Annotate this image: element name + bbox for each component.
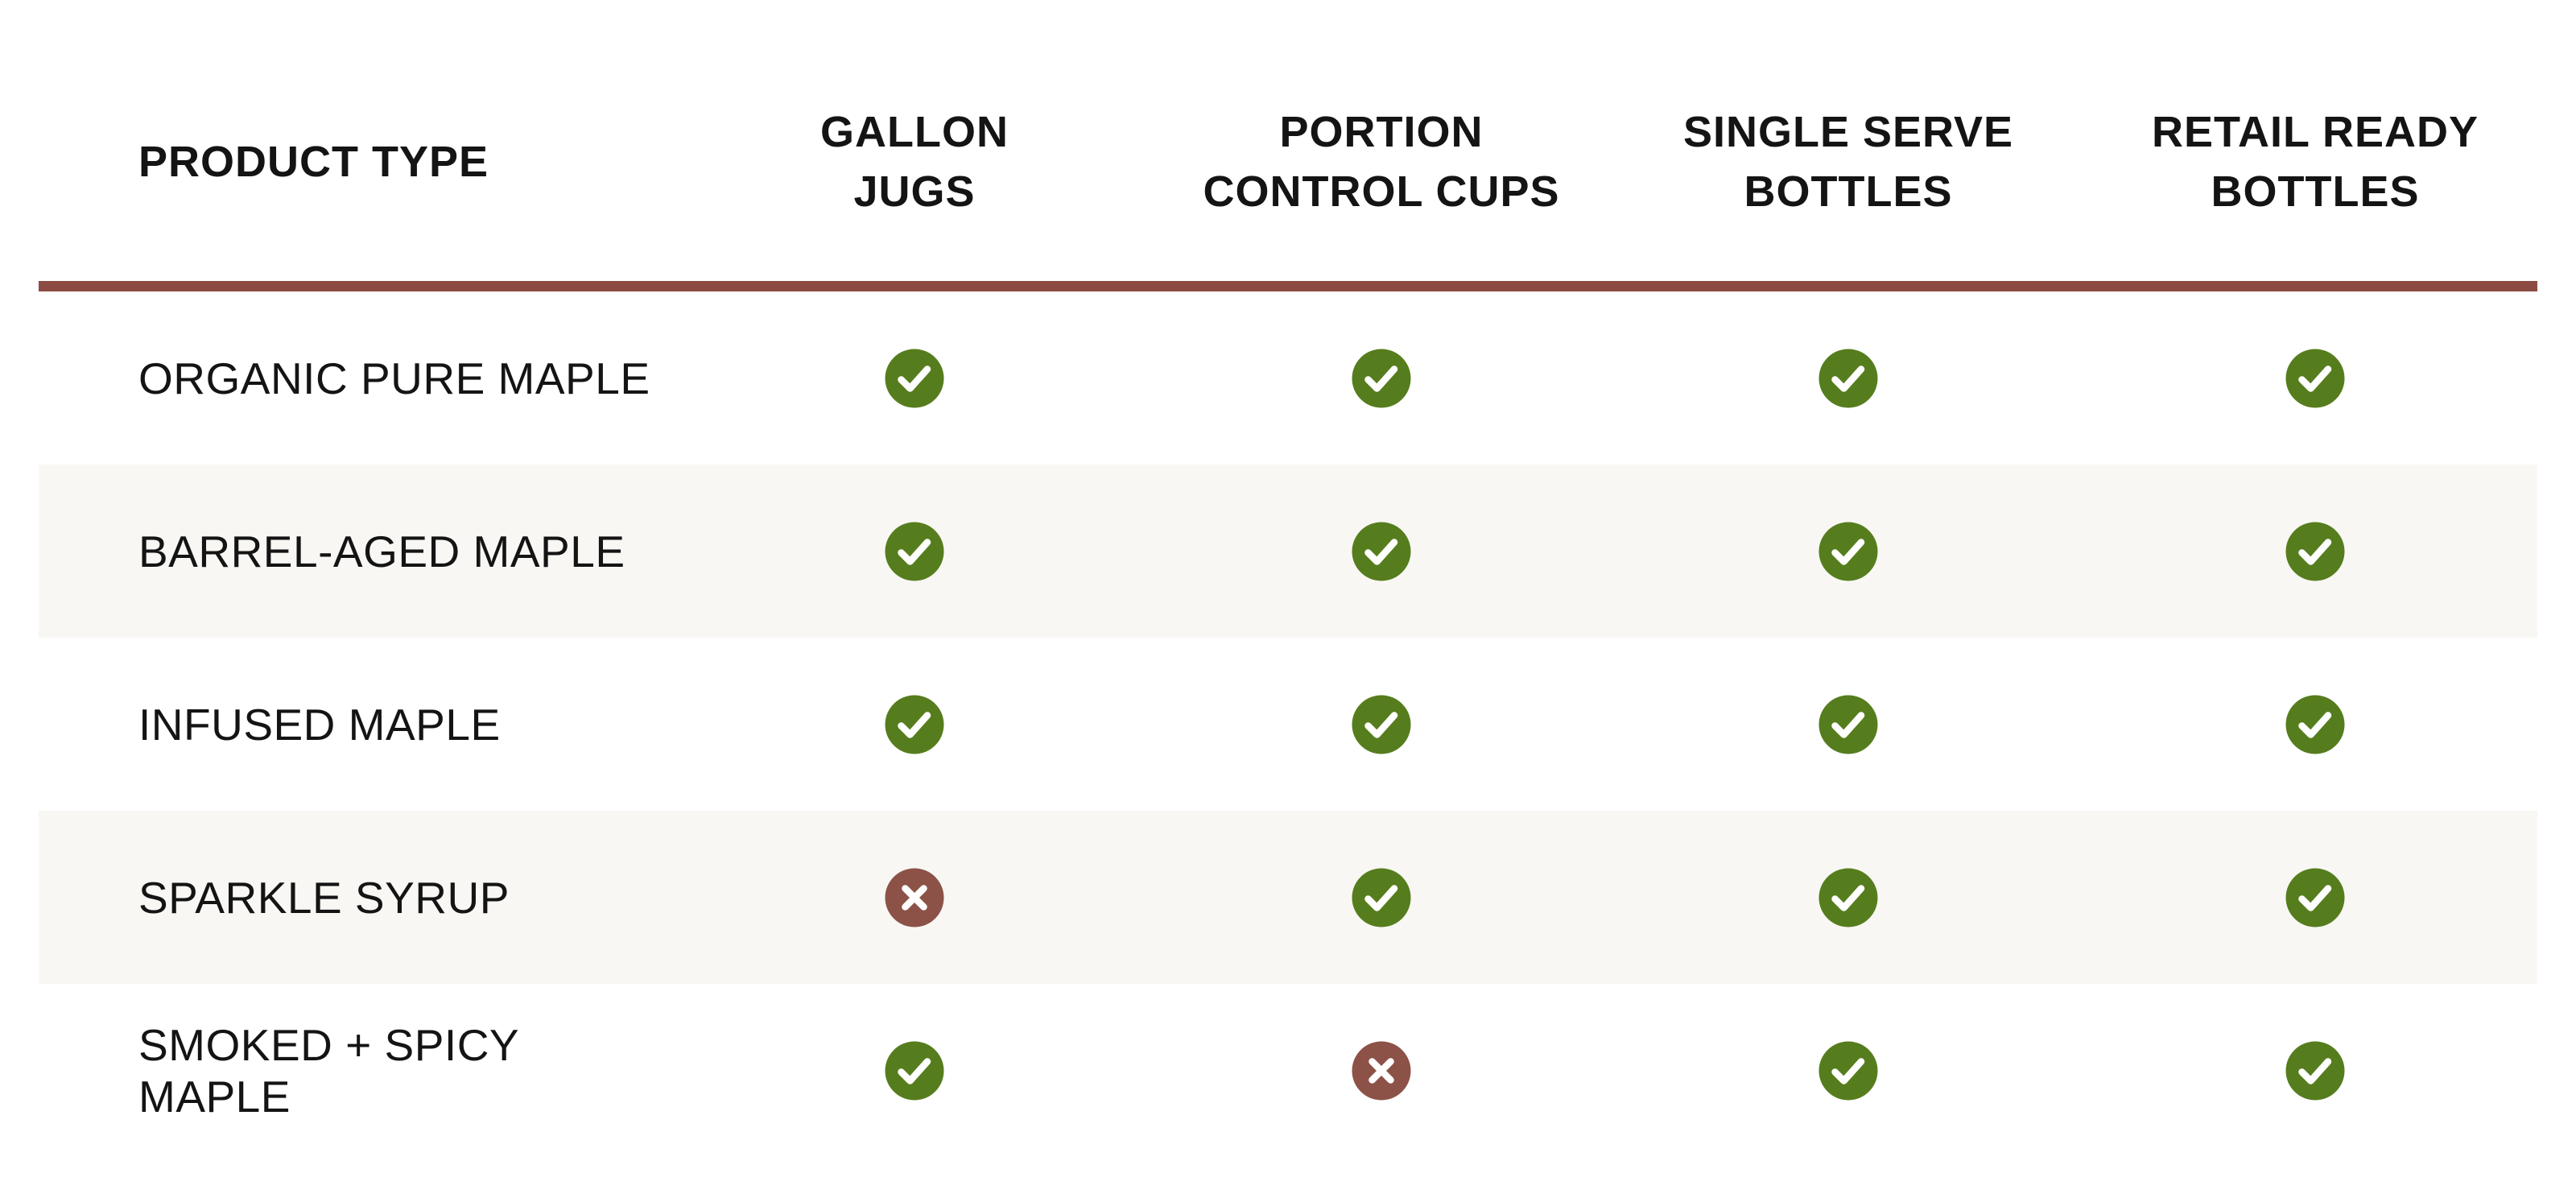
column-header-line2: CONTROL CUPS <box>1203 167 1560 216</box>
availability-cell <box>2082 811 2549 984</box>
availability-cell <box>1615 638 2082 811</box>
cross-icon <box>1352 1041 1411 1100</box>
availability-cell <box>1148 465 1615 638</box>
availability-cell <box>2082 291 2549 465</box>
availability-cell <box>1148 638 1615 811</box>
availability-cell <box>681 811 1148 984</box>
check-icon <box>1818 1041 1878 1100</box>
row-label: INFUSED MAPLE <box>138 699 501 750</box>
column-header-portion-control-cups: PORTION CONTROL CUPS <box>1148 0 1615 281</box>
column-header-label: PRODUCT TYPE <box>138 137 489 186</box>
availability-cell <box>681 291 1148 465</box>
check-icon <box>2285 1041 2345 1100</box>
check-icon <box>2285 349 2345 407</box>
column-header-gallon-jugs: GALLON JUGS <box>681 0 1148 281</box>
column-header-line2: BOTTLES <box>1744 167 1953 216</box>
column-header-line1: PORTION <box>1279 107 1484 156</box>
check-icon <box>1352 522 1411 580</box>
header-divider-rule <box>39 281 2537 291</box>
availability-cell <box>2082 638 2549 811</box>
availability-cell <box>1148 291 1615 465</box>
check-icon <box>885 695 944 754</box>
table-row: INFUSED MAPLE <box>39 638 2537 811</box>
availability-cell <box>2082 465 2549 638</box>
check-icon <box>885 522 944 580</box>
row-label: SMOKED + SPICY MAPLE <box>138 1019 519 1122</box>
check-icon <box>1818 868 1878 927</box>
column-header-line2: BOTTLES <box>2211 167 2420 216</box>
column-header-line1: SINGLE SERVE <box>1682 107 2014 156</box>
availability-cell <box>1148 984 1615 1157</box>
availability-cell <box>681 984 1148 1157</box>
table-row: SPARKLE SYRUP <box>39 811 2537 984</box>
column-header-retail-ready-bottles: RETAIL READY BOTTLES <box>2082 0 2549 281</box>
check-icon <box>885 349 944 407</box>
availability-cell <box>681 465 1148 638</box>
check-icon <box>1352 695 1411 754</box>
availability-cell <box>1615 465 2082 638</box>
row-label: ORGANIC PURE MAPLE <box>138 353 650 403</box>
check-icon <box>2285 522 2345 580</box>
availability-cell <box>2082 984 2549 1157</box>
column-header-line1: GALLON <box>820 107 1009 156</box>
packaging-availability-table: PRODUCT TYPE GALLON JUGS PORTION CONTROL… <box>39 0 2537 1157</box>
table-row: SMOKED + SPICY MAPLE <box>39 984 2537 1157</box>
check-icon <box>1818 522 1878 580</box>
availability-cell <box>681 638 1148 811</box>
table-header-row: PRODUCT TYPE GALLON JUGS PORTION CONTROL… <box>39 0 2537 281</box>
check-icon <box>1818 349 1878 407</box>
check-icon <box>885 1041 944 1100</box>
row-label: SPARKLE SYRUP <box>138 872 510 923</box>
row-label: BARREL-AGED MAPLE <box>138 526 625 576</box>
availability-cell <box>1615 291 2082 465</box>
table-row: ORGANIC PURE MAPLE <box>39 291 2537 465</box>
check-icon <box>1818 695 1878 754</box>
column-header-single-serve-bottles: SINGLE SERVE BOTTLES <box>1615 0 2082 281</box>
availability-cell <box>1615 984 2082 1157</box>
check-icon <box>2285 695 2345 754</box>
column-header-product-type: PRODUCT TYPE <box>39 0 681 281</box>
column-header-line1: RETAIL READY <box>2151 107 2479 156</box>
availability-cell <box>1615 811 2082 984</box>
availability-cell <box>1148 811 1615 984</box>
column-header-line2: JUGS <box>853 167 976 216</box>
check-icon <box>1352 349 1411 407</box>
table-row: BARREL-AGED MAPLE <box>39 465 2537 638</box>
cross-icon <box>885 868 944 927</box>
table-body: ORGANIC PURE MAPLE BARREL-AGED MAPLE INFUS… <box>39 291 2537 1157</box>
check-icon <box>2285 868 2345 927</box>
check-icon <box>1352 868 1411 927</box>
